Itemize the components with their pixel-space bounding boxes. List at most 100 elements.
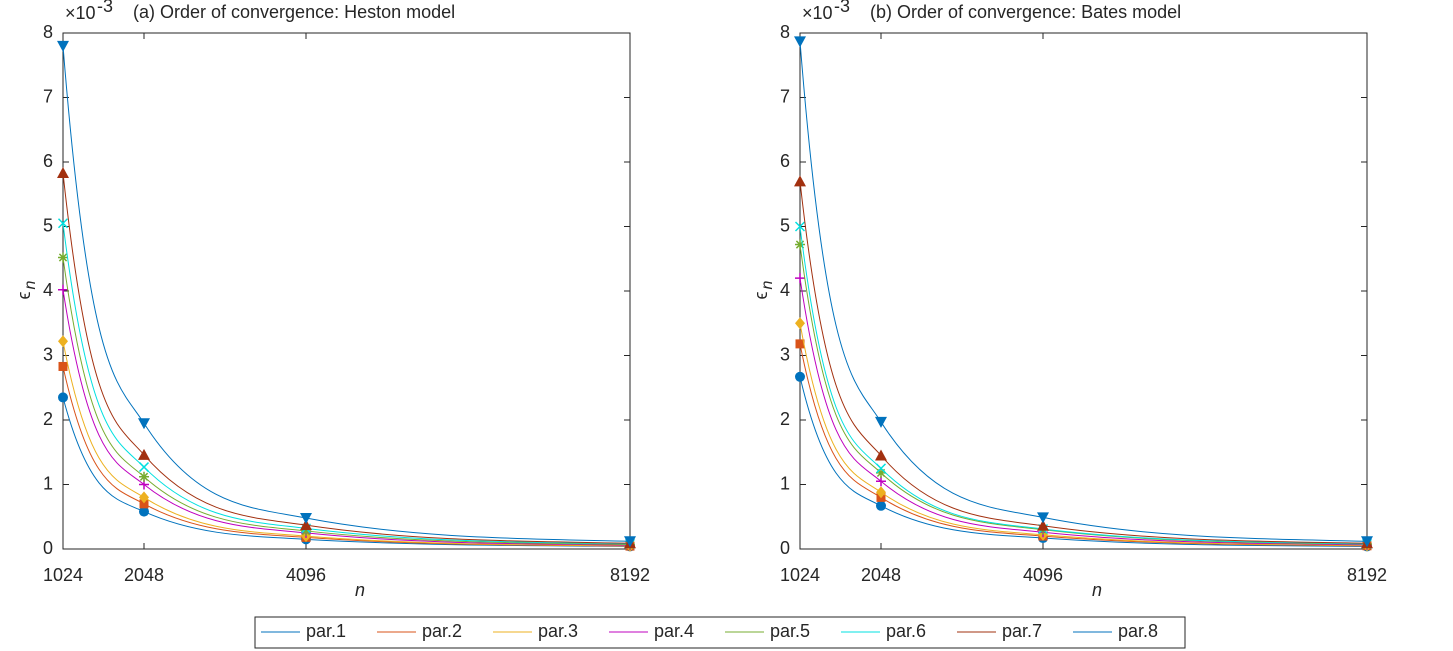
y-axis-symbol: ϵ [751,291,771,299]
y-tick-label: 4 [43,280,53,300]
y-tick-label: 2 [780,409,790,429]
x-axis-label: n [355,580,365,600]
marker [1361,536,1373,548]
y-tick-label: 6 [43,151,53,171]
marker [795,317,805,330]
marker [138,462,150,473]
marker [57,218,69,229]
marker [58,335,68,348]
marker [58,252,68,263]
series-line [62,397,631,547]
x-tick-label: 2048 [861,565,901,585]
series-line [62,257,631,545]
legend-label: par.4 [654,621,694,641]
y-tick-label: 5 [780,215,790,235]
series-line [62,289,631,546]
series-line [62,366,631,547]
x-tick-label: 2048 [124,565,164,585]
series-line [799,41,1368,542]
x-tick-label: 8192 [1347,565,1387,585]
y-tick-label: 1 [43,473,53,493]
marker [139,506,149,517]
legend-label: par.1 [306,621,346,641]
y-tick-label: 3 [780,344,790,364]
legend: par.1 par.2 par.3 par.4 par.5 par.6 par.7 par.8 [254,616,1186,649]
x-tick-label: 1024 [43,565,83,585]
x-axis-label: n [1092,580,1102,600]
series-line [799,323,1368,546]
x-tick-label: 4096 [286,565,326,585]
series-line [799,376,1368,547]
legend-label: par.2 [422,621,462,641]
y-axis-symbol: ϵ [14,291,34,299]
marker [624,536,636,548]
marker [876,467,886,478]
marker [58,392,68,403]
y-tick-label: 0 [780,538,790,558]
y-exponent-power: -3 [834,0,850,16]
series-line [799,343,1368,547]
marker [57,40,69,52]
x-tick-label: 8192 [610,565,650,585]
x-tick-label: 4096 [1023,565,1063,585]
y-exponent-base: ×10 [65,3,96,23]
marker [139,491,149,504]
y-tick-label: 1 [780,473,790,493]
marker [300,513,312,525]
marker [875,416,887,428]
series-line [799,181,1368,544]
y-axis-label: ϵn [14,280,39,299]
marker [876,476,886,487]
marker [139,499,149,509]
y-tick-label: 7 [780,86,790,106]
marker [794,36,806,48]
series-line [799,278,1368,546]
series-line [799,226,1368,545]
marker [57,166,69,178]
y-tick-label: 7 [43,86,53,106]
y-tick-label: 0 [43,538,53,558]
marker [138,418,150,430]
marker [876,500,886,511]
y-tick-label: 6 [780,151,790,171]
legend-label: par.8 [1118,621,1158,641]
y-tick-label: 2 [43,409,53,429]
y-tick-label: 8 [780,22,790,42]
marker [795,239,805,250]
y-exponent-power: -3 [97,0,113,16]
y-tick-label: 8 [43,22,53,42]
legend-label: par.6 [886,621,926,641]
legend-label: par.7 [1002,621,1042,641]
y-exponent-base: ×10 [802,3,833,23]
marker [795,273,805,284]
marker [795,339,805,349]
marker [794,175,806,187]
y-axis-subscript: n [759,280,776,289]
marker [138,448,150,460]
y-tick-label: 4 [780,280,790,300]
marker [876,486,886,499]
marker [1037,519,1049,531]
marker [794,221,806,232]
marker [139,471,149,482]
legend-label: par.3 [538,621,578,641]
marker [58,361,68,371]
chart-title: (b) Order of convergence: Bates model [870,2,1181,22]
marker [301,525,311,536]
marker [1037,512,1049,524]
marker [875,449,887,461]
series-line [62,341,631,547]
y-axis-subscript: n [22,280,39,289]
marker [875,463,887,474]
legend-label: par.5 [770,621,810,641]
y-axis-label: ϵn [751,280,776,299]
series-line [62,45,631,542]
series-line [62,223,631,545]
chart-title: (a) Order of convergence: Heston model [133,2,455,22]
marker [795,371,805,382]
marker [58,284,68,295]
marker [300,519,312,531]
y-tick-label: 5 [43,215,53,235]
y-tick-label: 3 [43,344,53,364]
